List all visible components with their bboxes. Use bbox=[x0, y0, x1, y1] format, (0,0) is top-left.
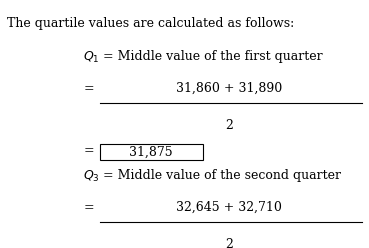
Text: 2: 2 bbox=[225, 238, 233, 248]
Text: =: = bbox=[83, 82, 94, 95]
Text: 31,875: 31,875 bbox=[130, 145, 173, 158]
Bar bbox=[100, 144, 203, 160]
Text: $Q_1$: $Q_1$ bbox=[83, 50, 100, 65]
Text: =: = bbox=[83, 201, 94, 214]
Text: $Q_3$: $Q_3$ bbox=[83, 169, 100, 184]
Text: 2: 2 bbox=[225, 119, 233, 132]
Text: = Middle value of the second quarter: = Middle value of the second quarter bbox=[103, 169, 341, 182]
Text: The quartile values are calculated as follows:: The quartile values are calculated as fo… bbox=[7, 17, 294, 30]
Text: 32,645 + 32,710: 32,645 + 32,710 bbox=[176, 201, 282, 214]
Text: = Middle value of the first quarter: = Middle value of the first quarter bbox=[103, 50, 323, 62]
Text: 31,860 + 31,890: 31,860 + 31,890 bbox=[176, 82, 282, 95]
Text: =: = bbox=[83, 144, 94, 157]
